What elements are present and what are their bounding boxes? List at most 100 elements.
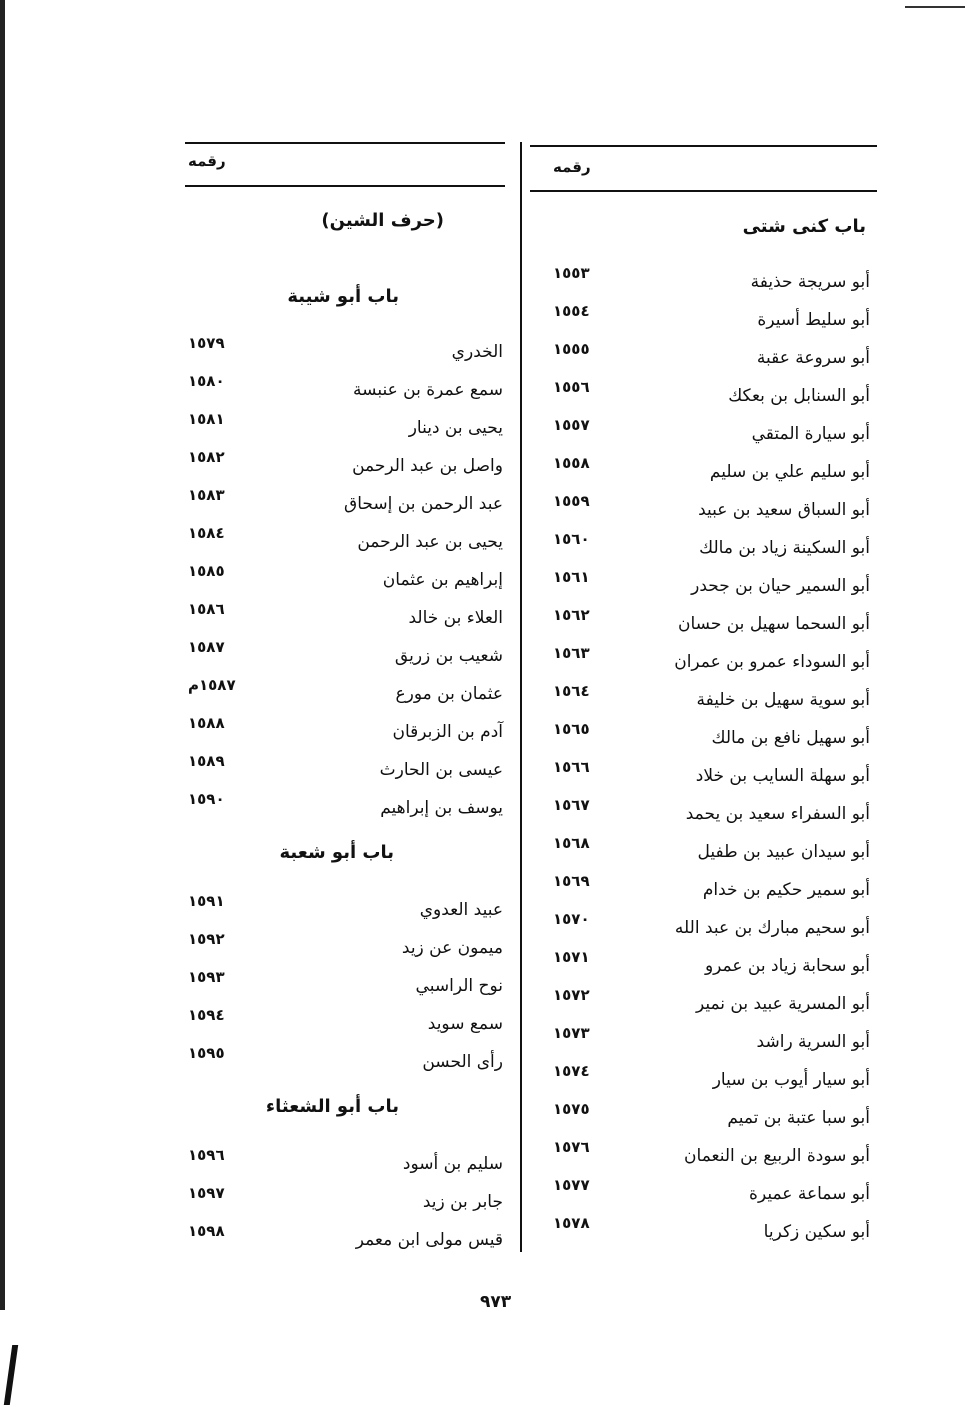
index-entry: ١٥٥٤ أبو سليط أسيرة bbox=[553, 302, 870, 340]
entry-name: أبو سمير حكيم بن خدام bbox=[702, 880, 870, 900]
index-entry: ١٥٩٤ سمع سويد bbox=[188, 1006, 503, 1044]
entry-number: ١٥٥٣ bbox=[553, 264, 590, 282]
entry-name: أبو السحما سهيل بن حسان bbox=[678, 614, 870, 634]
entry-name: أبو السرية راشد bbox=[756, 1032, 870, 1052]
entry-name: سمع سويد bbox=[427, 1014, 503, 1034]
index-entry: ١٥٦٥ أبو سهيل نافع بن مالك bbox=[553, 720, 870, 758]
entry-name: أبو سوية سهيل بن خليفة bbox=[696, 690, 870, 710]
index-entry: ١٥٦٨ أبو سيدان عبيد بن طفيل bbox=[553, 834, 870, 872]
header-bottom-rule bbox=[530, 190, 877, 192]
index-entry: ١٥٨٨ آدم بن الزبرقان bbox=[188, 714, 503, 752]
index-entry: ١٥٧٠ أبو سحيم مبارك بن عبد الله bbox=[553, 910, 870, 948]
index-entry: ١٥٧١ أبو سحابة زياد بن عمرو bbox=[553, 948, 870, 986]
header-top-rule bbox=[185, 142, 505, 144]
index-entry: ١٥٧٩ الخدري bbox=[188, 334, 503, 372]
index-entry: ١٥٧٥ أبو سبا عتبة بن تميم bbox=[553, 1100, 870, 1138]
entry-name: عيسى بن الحارث bbox=[379, 760, 503, 780]
entry-number: ١٥٧٦ bbox=[553, 1138, 590, 1156]
section-title: باب أبو الشعثاء bbox=[265, 1096, 399, 1117]
section-title: باب كنى شتى bbox=[742, 216, 866, 237]
entry-number: ١٥٥٤ bbox=[553, 302, 590, 320]
entry-name: أبو سبا عتبة بن تميم bbox=[727, 1108, 870, 1128]
index-entry: ١٥٧٤ أبو سيار أيوب بن سيار bbox=[553, 1062, 870, 1100]
entry-name: أبو سكين زكريا bbox=[763, 1222, 870, 1242]
entry-number: ١٥٧٥ bbox=[553, 1100, 590, 1118]
index-entry: ١٥٩٥ رأى الحسن bbox=[188, 1044, 503, 1082]
entry-number: ١٥٧٩ bbox=[188, 334, 225, 352]
entry-name: أبو السباق سعيد بن عبيد bbox=[698, 500, 870, 520]
entry-name: عبد الرحمن بن إسحاق bbox=[344, 494, 503, 514]
entry-name: أبو سماعة عميرة bbox=[749, 1184, 870, 1204]
column-divider bbox=[520, 142, 522, 1252]
index-entry: ١٥٧٧ أبو سماعة عميرة bbox=[553, 1176, 870, 1214]
index-entry: ١٥٩٨ قيس مولى ابن معمر bbox=[188, 1222, 503, 1260]
entry-name: قيس مولى ابن معمر bbox=[355, 1230, 503, 1250]
index-entry: ١٥٧٦ أبو سودة الربيع بن النعمان bbox=[553, 1138, 870, 1176]
entry-number: ١٥٩٨ bbox=[188, 1222, 225, 1240]
entry-name: يحيى بن عبد الرحمن bbox=[357, 532, 503, 552]
index-entry: ١٥٨٦ العلاء بن خالد bbox=[188, 600, 503, 638]
entry-name: أبو سريجة حذيفة bbox=[750, 272, 870, 292]
scan-edge bbox=[0, 0, 5, 1310]
entry-number: ١٥٥٥ bbox=[553, 340, 590, 358]
entry-number: ١٥٧٠ bbox=[553, 910, 590, 928]
index-entry: ١٥٨٧م عثمان بن مورع bbox=[188, 676, 503, 714]
entry-name: عبيد العدوي bbox=[419, 900, 503, 920]
entry-number: ١٥٦٣ bbox=[553, 644, 590, 662]
entry-name: نوح الراسبي bbox=[415, 976, 503, 996]
index-entry: ١٥٦٠ أبو السكينة زياد بن مالك bbox=[553, 530, 870, 568]
index-entry: ١٥٥٣ أبو سريجة حذيفة bbox=[553, 264, 870, 302]
entry-number: ١٥٨٧م bbox=[188, 676, 236, 694]
entry-list: ١٥٧٩ الخدري ١٥٨٠ سمع عمرة بن عنبسة ١٥٨١ يحيى … bbox=[188, 334, 503, 828]
index-entry: ١٥٨٤ يحيى بن عبد الرحمن bbox=[188, 524, 503, 562]
entry-number: ١٥٥٩ bbox=[553, 492, 590, 510]
entry-number: ١٥٩٧ bbox=[188, 1184, 225, 1202]
entry-name: يحيى بن دينار bbox=[408, 418, 503, 438]
entry-number: ١٥٨٧ bbox=[188, 638, 225, 656]
entry-number: ١٥٧١ bbox=[553, 948, 590, 966]
entry-number: ١٥٩٦ bbox=[188, 1146, 225, 1164]
top-rule bbox=[905, 6, 965, 8]
index-entry: ١٥٦٢ أبو السحما سهيل بن حسان bbox=[553, 606, 870, 644]
entry-number: ١٥٦٠ bbox=[553, 530, 590, 548]
entry-name: إبراهيم بن عثمان bbox=[382, 570, 503, 590]
page-number: ٩٧٣ bbox=[480, 1292, 512, 1312]
entry-name: الخدري bbox=[451, 342, 503, 362]
scan-mark bbox=[3, 1345, 19, 1405]
entry-name: واصل بن عبد الرحمن bbox=[352, 456, 503, 476]
column-header-number: رقمه bbox=[553, 158, 591, 176]
index-entry: ١٥٩٣ نوح الراسبي bbox=[188, 968, 503, 1006]
index-entry: ١٥٧٨ أبو سكين زكريا bbox=[553, 1214, 870, 1252]
index-entry: ١٥٦٦ أبو سهلة السايب بن خلاد bbox=[553, 758, 870, 796]
entry-name: أبو سروعة عقبة bbox=[756, 348, 870, 368]
entry-name: شعيب بن زريق bbox=[394, 646, 503, 666]
entry-name: ميمون عن زيد bbox=[401, 938, 503, 958]
entry-name: أبو سحيم مبارك بن عبد الله bbox=[674, 918, 870, 938]
entry-name: أبو سهيل نافع بن مالك bbox=[711, 728, 871, 748]
entry-number: ١٥٨٠ bbox=[188, 372, 225, 390]
entry-number: ١٥٨٦ bbox=[188, 600, 225, 618]
section-title: باب أبو شيبة bbox=[287, 286, 399, 307]
entry-number: ١٥٨١ bbox=[188, 410, 225, 428]
entry-number: ١٥٩٢ bbox=[188, 930, 225, 948]
entry-number: ١٥٩١ bbox=[188, 892, 225, 910]
entry-number: ١٥٨٥ bbox=[188, 562, 225, 580]
entry-name: أبو السكينة زياد بن مالك bbox=[699, 538, 870, 558]
index-entry: ١٥٦٧ أبو السفراء سعيد بن يحمد bbox=[553, 796, 870, 834]
entry-number: ١٥٦٩ bbox=[553, 872, 590, 890]
entry-number: ١٥٦١ bbox=[553, 568, 590, 586]
index-entry: ١٥٨١ يحيى بن دينار bbox=[188, 410, 503, 448]
entry-name: أبو سيار أيوب بن سيار bbox=[712, 1070, 870, 1090]
index-entry: ١٥٥٥ أبو سروعة عقبة bbox=[553, 340, 870, 378]
entry-list: ١٥٥٣ أبو سريجة حذيفة ١٥٥٤ أبو سليط أسيرة ١٥٥… bbox=[553, 264, 870, 1252]
index-entry: ١٥٥٩ أبو السباق سعيد بن عبيد bbox=[553, 492, 870, 530]
index-entry: ١٥٨٩ عيسى بن الحارث bbox=[188, 752, 503, 790]
index-entry: ١٥٨٠ سمع عمرة بن عنبسة bbox=[188, 372, 503, 410]
entry-number: ١٥٨٢ bbox=[188, 448, 225, 466]
entry-number: ١٥٩٠ bbox=[188, 790, 225, 808]
entry-number: ١٥٧٧ bbox=[553, 1176, 590, 1194]
header-bottom-rule bbox=[185, 185, 505, 187]
entry-number: ١٥٧٢ bbox=[553, 986, 590, 1004]
index-entry: ١٥٨٣ عبد الرحمن بن إسحاق bbox=[188, 486, 503, 524]
entry-name: أبو السفراء سعيد بن يحمد bbox=[685, 804, 870, 824]
